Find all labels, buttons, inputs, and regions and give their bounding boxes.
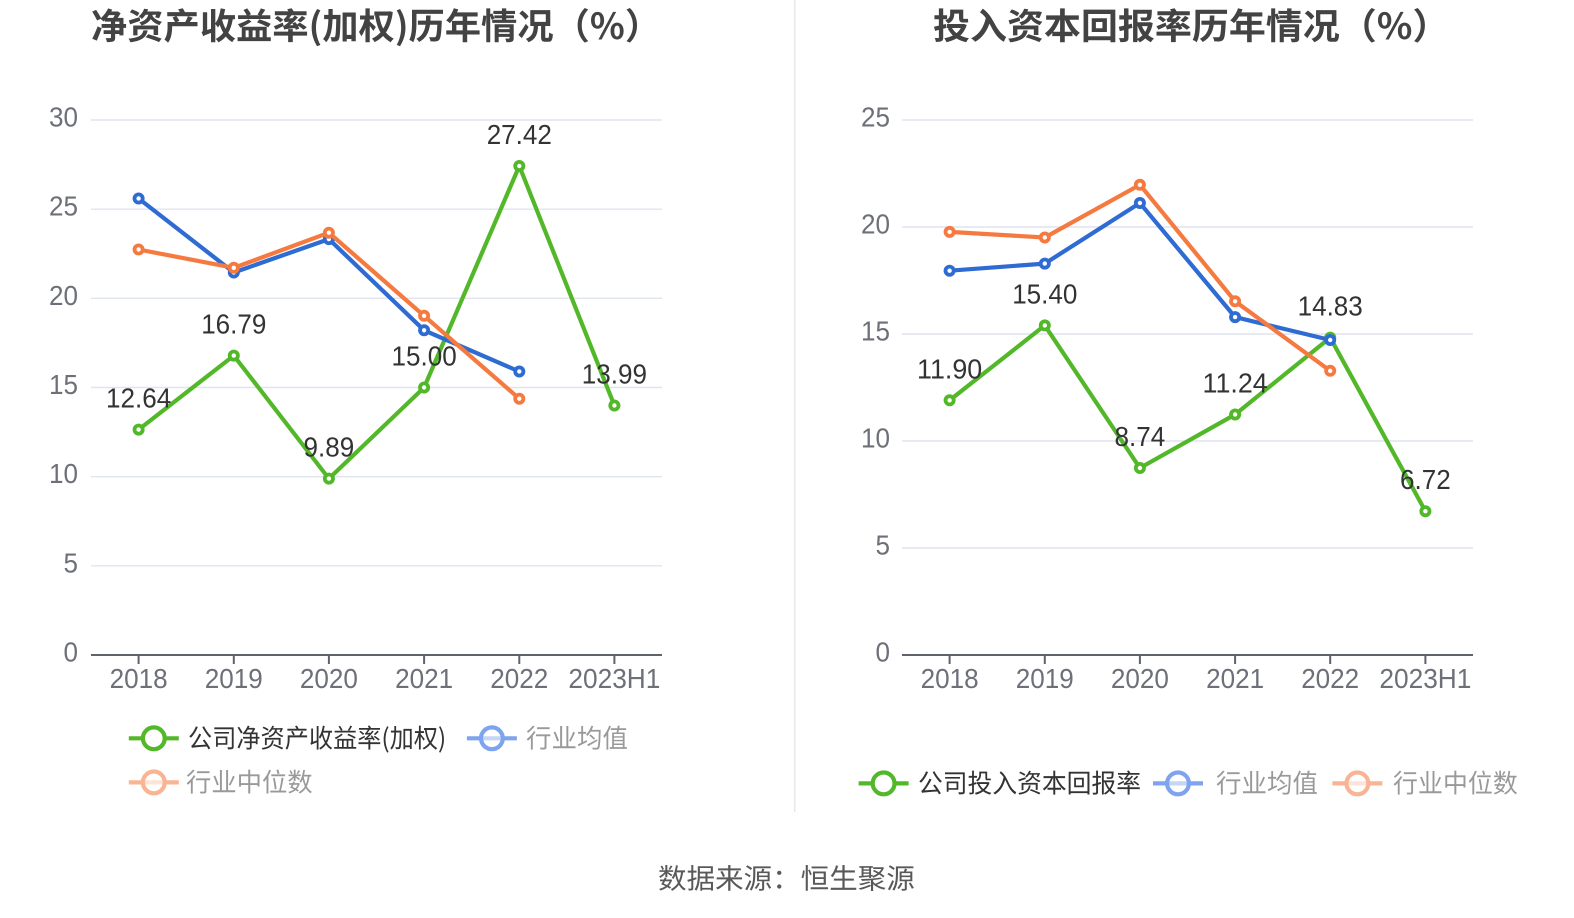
svg-text:15.00: 15.00 — [392, 341, 457, 372]
svg-text:11.24: 11.24 — [1203, 368, 1268, 399]
svg-text:5: 5 — [64, 547, 79, 578]
svg-text:12.64: 12.64 — [106, 383, 171, 414]
svg-text:2021: 2021 — [1206, 663, 1264, 694]
svg-text:8.74: 8.74 — [1115, 421, 1166, 452]
svg-text:13.99: 13.99 — [582, 359, 647, 390]
svg-text:2019: 2019 — [205, 663, 263, 694]
svg-text:16.79: 16.79 — [201, 309, 266, 340]
svg-text:14.83: 14.83 — [1298, 291, 1363, 322]
svg-text:2023H1: 2023H1 — [1379, 663, 1471, 694]
svg-text:20: 20 — [861, 209, 890, 240]
svg-text:25: 25 — [49, 191, 78, 222]
svg-text:15.40: 15.40 — [1012, 278, 1077, 309]
svg-text:25: 25 — [861, 102, 890, 133]
svg-text:2022: 2022 — [490, 663, 548, 694]
svg-text:2019: 2019 — [1016, 663, 1074, 694]
svg-text:10: 10 — [49, 458, 78, 489]
svg-text:9.89: 9.89 — [304, 432, 355, 463]
svg-text:2022: 2022 — [1301, 663, 1359, 694]
svg-text:10: 10 — [861, 423, 890, 454]
svg-text:2020: 2020 — [1111, 663, 1169, 694]
svg-text:2023H1: 2023H1 — [568, 663, 660, 694]
svg-text:0: 0 — [876, 637, 891, 668]
svg-text:2021: 2021 — [395, 663, 453, 694]
svg-text:5: 5 — [876, 530, 891, 561]
svg-text:30: 30 — [49, 102, 78, 133]
svg-text:2018: 2018 — [110, 663, 168, 694]
svg-text:2020: 2020 — [300, 663, 358, 694]
svg-text:11.90: 11.90 — [917, 353, 982, 384]
svg-text:6.72: 6.72 — [1400, 464, 1451, 495]
svg-text:15: 15 — [49, 369, 78, 400]
svg-text:27.42: 27.42 — [487, 119, 552, 150]
svg-text:15: 15 — [861, 316, 890, 347]
svg-text:0: 0 — [64, 637, 79, 668]
svg-text:20: 20 — [49, 280, 78, 311]
svg-text:2018: 2018 — [921, 663, 979, 694]
